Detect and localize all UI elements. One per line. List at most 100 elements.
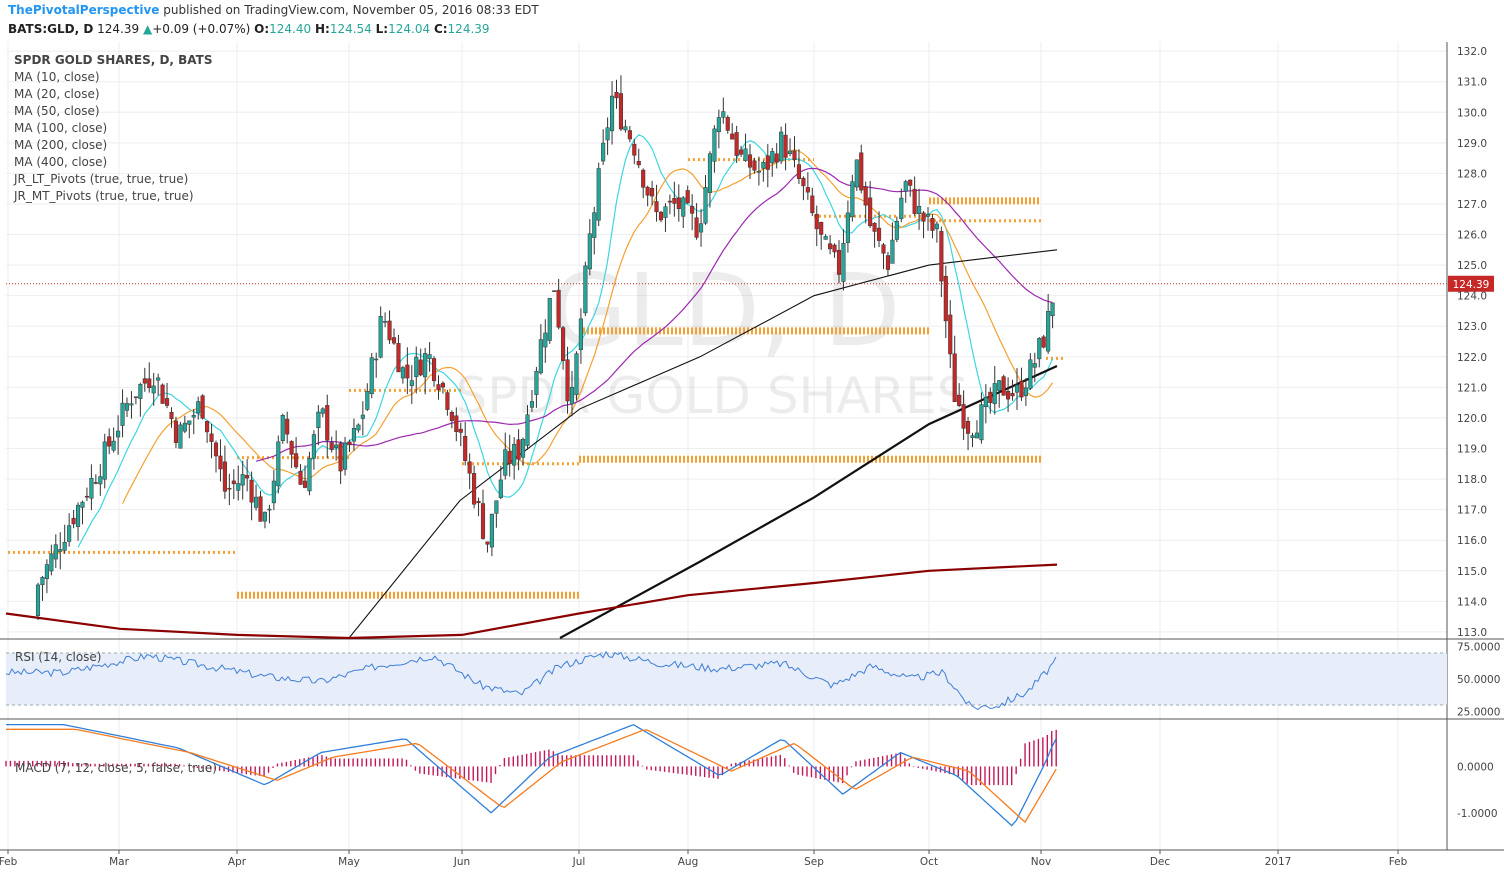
up-arrow-icon: ▲ <box>142 22 153 36</box>
candle-body <box>565 359 570 402</box>
candle-body <box>374 358 379 361</box>
time-tick-label: May <box>338 856 360 868</box>
candle-body <box>743 148 748 161</box>
candle-body <box>627 130 632 140</box>
candle-body <box>836 249 842 275</box>
candle-body <box>890 239 895 264</box>
macd-title: MACD (7, 12, close, 5, false, true) <box>15 761 217 775</box>
rsi-band-fill <box>6 653 1447 705</box>
candle-body <box>756 171 761 173</box>
candle-body <box>307 457 312 492</box>
legend-item: MA (100, close) <box>14 121 107 135</box>
price-tick-label: 126.0 <box>1457 230 1487 242</box>
candle-body <box>276 441 281 487</box>
candle-body <box>102 441 107 480</box>
candle-body <box>676 197 681 210</box>
candle-body <box>467 461 472 474</box>
candle-body <box>267 508 272 511</box>
candle-body <box>133 396 138 398</box>
time-tick-label: Oct <box>920 856 938 868</box>
candle-body <box>472 473 477 505</box>
candle-body <box>156 377 161 381</box>
candle-body <box>868 197 873 227</box>
candle-body <box>610 95 615 132</box>
price-tick-label: 131.0 <box>1457 77 1487 89</box>
author-link[interactable]: ThePivotalPerspective <box>8 3 160 17</box>
candle-body <box>703 187 708 224</box>
price-axis[interactable]: 124.39 113.0 114.0 115.0 116.0 117.0 118.0 119.… <box>1448 46 1500 820</box>
legend-item: JR_LT_Pivots (true, true, true) <box>13 172 188 186</box>
candle-body <box>365 391 370 410</box>
candle-body <box>592 212 597 238</box>
ma200-line <box>559 364 1058 639</box>
price-tick-label: 114.0 <box>1457 596 1487 608</box>
candle-body <box>734 132 739 156</box>
candle-body <box>538 339 543 374</box>
candle-body <box>151 385 156 394</box>
candle-body <box>58 549 63 552</box>
candle-body <box>903 181 908 192</box>
candle-body <box>449 412 454 421</box>
candle-body <box>672 198 677 204</box>
candle-body <box>289 441 294 455</box>
candle-body <box>249 479 254 503</box>
candle-body <box>445 392 450 410</box>
candle-body <box>908 179 913 186</box>
candle-body <box>707 153 713 193</box>
candle-body <box>427 354 432 360</box>
candle-body <box>191 414 196 418</box>
candle-body <box>494 500 499 514</box>
ma50-line <box>255 167 1053 462</box>
candle-body <box>369 357 374 394</box>
candle-body <box>801 177 806 187</box>
candle-body <box>280 415 285 441</box>
low-label: L: <box>375 22 389 36</box>
candle-body <box>35 584 41 616</box>
candle-body <box>716 117 721 133</box>
candle-body <box>939 231 944 282</box>
candle-body <box>859 152 864 191</box>
ma100-line <box>348 249 1058 639</box>
price-tick-label: 127.0 <box>1457 199 1487 211</box>
rsi-tick-label: 50.0000 <box>1457 674 1500 686</box>
candle-body <box>761 162 766 169</box>
candle-body <box>921 212 926 222</box>
candle-body <box>111 440 116 451</box>
legend-item: MA (200, close) <box>14 138 107 152</box>
candle-body <box>1023 387 1028 397</box>
candle-body <box>783 134 788 158</box>
candle-body <box>779 131 784 162</box>
candle-body <box>62 541 67 551</box>
candle-body <box>173 420 178 443</box>
candle-body <box>302 480 308 488</box>
ma10-line <box>77 134 1054 548</box>
price-tick-label: 130.0 <box>1457 107 1487 119</box>
candle-body <box>480 503 486 539</box>
candle-body <box>124 403 130 411</box>
candle-body <box>1032 363 1037 368</box>
candle-body <box>1010 393 1015 397</box>
candle-body <box>885 255 891 270</box>
candle-body <box>347 441 352 446</box>
time-tick-label: Feb <box>0 856 18 868</box>
candle-body <box>311 434 316 459</box>
candle-body <box>169 412 174 420</box>
candle-body <box>147 378 152 388</box>
candle-body <box>205 420 210 433</box>
rsi-tick-label: 75.0000 <box>1457 642 1500 654</box>
candle-body <box>912 188 917 214</box>
candle-body <box>360 414 365 419</box>
time-tick-label: Dec <box>1150 856 1171 868</box>
price-tick-label: 117.0 <box>1457 505 1487 517</box>
candle-body <box>142 378 147 384</box>
time-axis[interactable]: Feb Mar Apr May Jun Jul Aug Sep Oct Nov Dec 2017 Feb <box>0 850 1408 868</box>
high-label: H: <box>314 22 330 36</box>
candle-body <box>961 404 966 429</box>
candle-body <box>997 380 1002 391</box>
candle-body <box>841 243 846 282</box>
candle-body <box>917 206 922 215</box>
candle-body <box>165 398 170 406</box>
time-tick-label: Aug <box>678 856 699 868</box>
candle-body <box>200 395 205 419</box>
